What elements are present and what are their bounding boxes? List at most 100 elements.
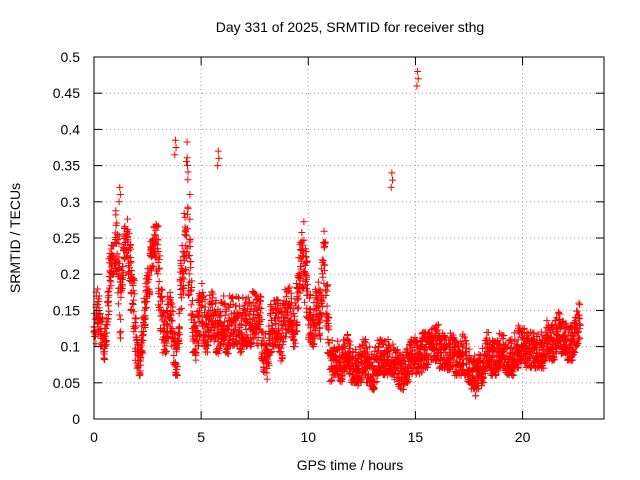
data-point (294, 294, 302, 302)
data-point (346, 341, 354, 349)
data-point (129, 300, 137, 308)
data-point (275, 330, 283, 338)
data-point (388, 353, 396, 361)
data-point (105, 273, 113, 281)
data-point (369, 385, 377, 393)
data-point (289, 320, 297, 328)
data-point (303, 258, 311, 266)
data-point (200, 328, 208, 336)
data-point (370, 384, 378, 392)
data-point (192, 351, 200, 359)
data-point (161, 348, 169, 356)
data-point (247, 339, 255, 347)
data-point (235, 294, 243, 302)
data-point (115, 232, 123, 240)
data-point (178, 294, 186, 302)
data-point (110, 252, 118, 260)
data-point (573, 307, 581, 315)
y-tick-label: 0.15 (53, 302, 80, 318)
data-point (103, 321, 111, 329)
data-point (102, 332, 110, 340)
chart-title: Day 331 of 2025, SRMTID for receiver sth… (216, 19, 484, 35)
data-point (300, 218, 308, 226)
data-point (513, 363, 521, 371)
data-point (469, 372, 477, 380)
data-point (158, 286, 166, 294)
data-point (215, 154, 223, 162)
data-point (258, 328, 266, 336)
data-point (393, 346, 401, 354)
data-point (184, 176, 192, 184)
data-point (363, 348, 371, 356)
data-point (434, 352, 442, 360)
data-point (127, 258, 135, 266)
data-point (224, 350, 232, 358)
data-point (283, 308, 291, 316)
data-point (494, 365, 502, 373)
data-point (296, 271, 304, 279)
data-point (155, 255, 163, 263)
data-point (492, 370, 500, 378)
data-point (324, 281, 332, 289)
data-point (576, 301, 584, 309)
data-point (108, 263, 116, 271)
data-point (570, 348, 578, 356)
data-point (158, 285, 166, 293)
y-tick-label: 0.5 (61, 49, 81, 65)
data-point (265, 339, 273, 347)
data-point (105, 287, 113, 295)
data-point (236, 349, 244, 357)
data-point (553, 348, 561, 356)
y-tick-label: 0.45 (53, 85, 80, 101)
data-point (127, 306, 135, 314)
data-point (245, 311, 253, 319)
data-point (319, 257, 327, 265)
data-point (313, 301, 321, 309)
data-point (116, 183, 124, 191)
data-point (184, 225, 192, 233)
data-point (124, 215, 132, 223)
data-point (319, 303, 327, 311)
data-point (212, 300, 220, 308)
data-point (187, 287, 195, 295)
data-point (180, 210, 188, 218)
data-point (186, 215, 194, 223)
axis-ticks: 0 0.05 0.1 0.15 0.2 0.25 0.3 0.35 0.4 0.45 0.5 0 5 10… (53, 49, 604, 445)
data-point (206, 312, 214, 320)
data-point (576, 322, 584, 330)
data-point (389, 176, 396, 184)
data-point (170, 351, 178, 359)
data-point (381, 367, 389, 375)
y-tick-label: 0.25 (53, 230, 80, 246)
data-point (237, 321, 245, 329)
data-point (180, 275, 188, 283)
data-point (309, 337, 317, 345)
data-point (175, 310, 183, 318)
data-point (519, 334, 527, 342)
data-point (309, 316, 317, 324)
data-point (299, 241, 307, 249)
data-point (198, 280, 206, 288)
data-point (153, 235, 161, 243)
data-point (156, 252, 164, 260)
data-point (154, 245, 162, 253)
data-point (279, 338, 287, 346)
data-point (188, 310, 196, 318)
data-point (128, 300, 136, 308)
data-point (241, 301, 249, 309)
data-point (433, 356, 441, 364)
data-point (346, 338, 354, 346)
data-point (106, 276, 114, 284)
data-point (183, 138, 191, 146)
data-point (148, 262, 156, 270)
data-point (306, 294, 314, 302)
data-point (195, 290, 203, 298)
data-point (404, 375, 412, 383)
data-point (176, 324, 184, 332)
data-point (150, 231, 158, 239)
data-point (116, 191, 124, 199)
data-point (293, 328, 301, 336)
data-point (322, 309, 330, 317)
data-point (317, 312, 325, 320)
data-point (269, 341, 277, 349)
